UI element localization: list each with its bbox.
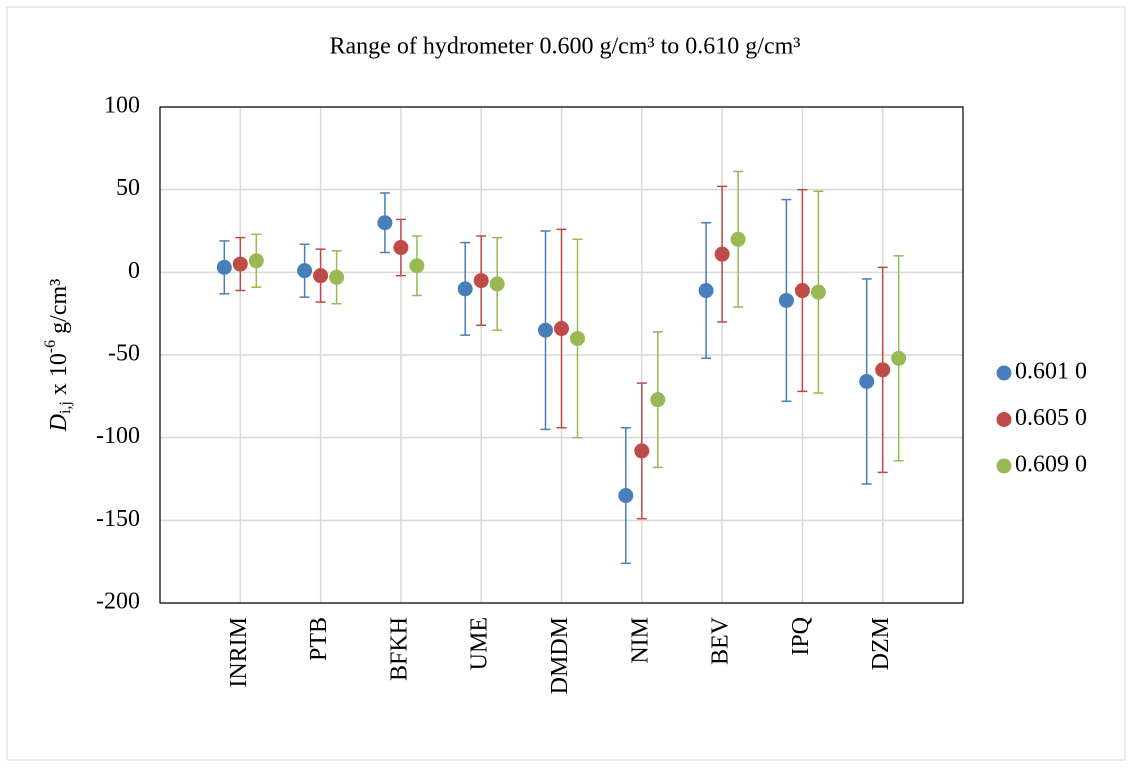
y-tick-label: -200	[96, 589, 140, 615]
plot-border	[159, 106, 964, 604]
x-tick-label: INRIM	[226, 617, 252, 688]
marker	[859, 373, 875, 389]
marker	[698, 283, 714, 299]
y-tick-label: -100	[96, 423, 140, 449]
y-label-symbol: D	[46, 414, 72, 432]
y-tick-label: 0	[128, 258, 140, 284]
legend-label: 0.609 0	[1015, 452, 1087, 478]
y-tick-label: 100	[104, 93, 140, 119]
marker	[538, 322, 553, 338]
marker	[714, 246, 730, 262]
marker	[489, 276, 505, 292]
legend-marker	[996, 412, 1012, 427]
marker	[634, 443, 650, 459]
y-label-text: x 10	[46, 353, 72, 401]
marker	[794, 283, 810, 299]
y-label-exponent: -6	[42, 340, 59, 353]
marker	[778, 292, 794, 308]
marker	[297, 263, 313, 279]
x-tick-label: DMDM	[547, 617, 573, 694]
x-tick-label: IPQ	[788, 617, 814, 656]
x-tick-label: UME	[467, 617, 493, 670]
marker	[393, 240, 409, 256]
marker	[554, 321, 569, 337]
marker	[377, 215, 393, 231]
marker	[232, 256, 248, 272]
legend-label: 0.601 0	[1015, 359, 1087, 385]
marker	[618, 488, 634, 504]
x-tick-label: PTB	[306, 617, 332, 661]
marker	[216, 259, 232, 275]
y-tick-label: -50	[108, 341, 140, 367]
marker	[875, 362, 891, 378]
x-tick-label: BFKH	[386, 617, 412, 681]
legend-label: 0.605 0	[1015, 405, 1087, 431]
marker	[409, 258, 425, 274]
marker	[650, 392, 666, 408]
y-tick-label: 50	[116, 175, 140, 201]
chart-title: Range of hydrometer 0.600 g/cm³ to 0.610…	[330, 34, 801, 60]
marker	[248, 253, 264, 269]
y-axis-label: Di,j x 10-6 g/cm³	[42, 279, 74, 433]
legend-marker	[996, 458, 1012, 474]
marker	[473, 273, 489, 289]
y-tick-label: -150	[96, 506, 140, 532]
chart-frame	[6, 6, 1126, 761]
marker	[891, 350, 907, 366]
marker	[457, 281, 473, 297]
marker	[810, 284, 826, 300]
marker	[570, 330, 585, 346]
x-tick-label: NIM	[627, 617, 653, 664]
marker	[730, 231, 746, 247]
y-label-subscript: i,j	[57, 401, 74, 414]
y-label-unit: g/cm³	[46, 279, 72, 340]
x-tick-label: DZM	[868, 617, 894, 670]
marker	[329, 269, 345, 285]
marker	[313, 268, 329, 284]
x-tick-label: BEV	[708, 616, 734, 665]
legend-marker	[996, 365, 1012, 381]
